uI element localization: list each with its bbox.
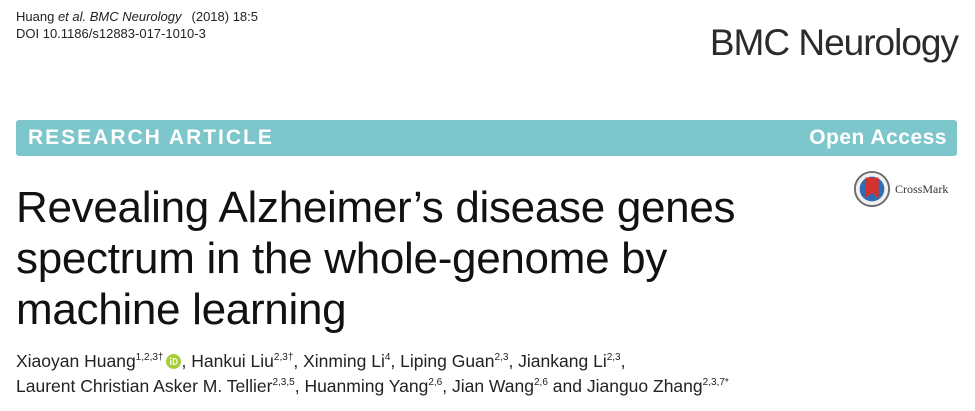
author-affiliation: 1,2,3† (135, 352, 164, 363)
orcid-icon[interactable] (166, 354, 182, 369)
author-affiliation: 2,3 (494, 352, 509, 363)
author-affiliation: 2,6 (534, 377, 548, 388)
author-name[interactable]: Xiaoyan Huang (16, 351, 136, 371)
citation-doi[interactable]: DOI 10.1186/s12883-017-1010-3 (16, 26, 206, 41)
journal-logo-text[interactable]: BMC Neurology (709, 22, 959, 63)
title-line: spectrum in the whole-genome by (16, 234, 668, 283)
author-name[interactable]: Liping Guan (400, 351, 495, 371)
author-affiliation: 2,3 (606, 352, 621, 363)
citation-year: (2018) 18:5 (191, 9, 259, 24)
citation-journal: BMC Neurology (89, 9, 182, 24)
author-affiliation: 2,3,7* (702, 377, 729, 388)
author-affiliation: 2,3,5 (272, 377, 295, 388)
crossmark-icon[interactable] (853, 170, 891, 208)
author-name[interactable]: Laurent Christian Asker M. Tellier (16, 376, 273, 396)
author-name[interactable]: Xinming Li (303, 351, 385, 371)
author-separator: , (508, 351, 519, 371)
author-line: Laurent Christian Asker M. Tellier2,3,5,… (16, 374, 956, 399)
article-type-label: RESEARCH ARTICLE (28, 126, 274, 149)
author-name[interactable]: Jianguo Zhang (586, 376, 703, 396)
author-line: Xiaoyan Huang1,2,3†, Hankui Liu2,3†, Xin… (16, 349, 956, 374)
author-affiliation: 4 (384, 352, 391, 363)
author-separator: , (181, 351, 192, 371)
author-separator: , (294, 376, 305, 396)
author-separator: , (390, 351, 401, 371)
author-name[interactable]: Huanming Yang (304, 376, 429, 396)
author-separator: and (547, 376, 587, 396)
author-name[interactable]: Jiankang Li (518, 351, 607, 371)
author-list: Xiaoyan Huang1,2,3†, Hankui Liu2,3†, Xin… (16, 349, 956, 399)
open-access-label[interactable]: Open Access (809, 126, 947, 149)
citation-et-al: et al. (57, 9, 87, 24)
article-type-banner: RESEARCH ARTICLE Open Access (16, 120, 957, 156)
citation-line: Huang et al. BMC Neurology (2018) 18:5 (16, 8, 258, 25)
author-name[interactable]: Hankui Liu (191, 351, 274, 371)
author-separator: , (620, 351, 626, 371)
author-affiliation: 2,3† (273, 352, 294, 363)
title-line: machine learning (16, 285, 347, 334)
citation-author: Huang (16, 9, 55, 24)
title-line: Revealing Alzheimer’s disease genes (16, 183, 736, 232)
author-affiliation: 2,6 (428, 377, 443, 388)
author-separator: , (442, 376, 452, 396)
citation-header: Huang et al. BMC Neurology (2018) 18:5 DO… (16, 8, 258, 42)
crossmark-label[interactable]: CrossMark (895, 181, 949, 196)
crossmark-badge[interactable]: CrossMark (853, 170, 948, 208)
article-title: Revealing Alzheimer’s disease genes spec… (16, 182, 776, 335)
author-separator: , (293, 351, 304, 371)
author-name[interactable]: Jian Wang (451, 376, 534, 396)
